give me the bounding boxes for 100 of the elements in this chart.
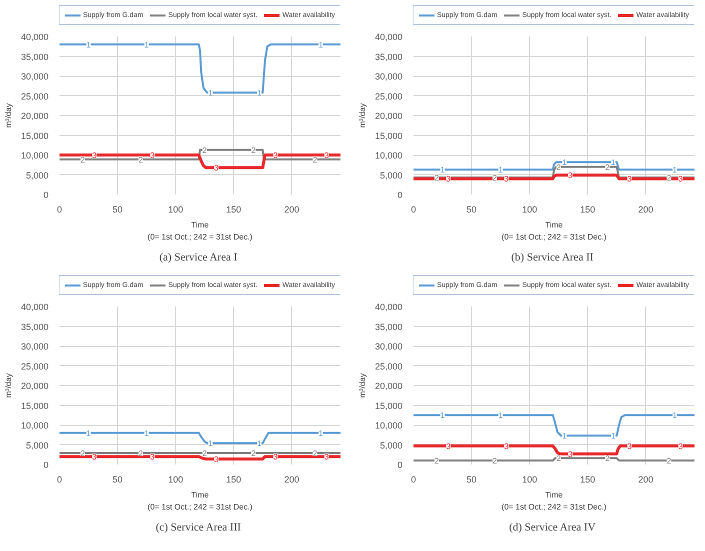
annotation: 2 (138, 155, 144, 164)
y-tick-label: 15,000 (20, 130, 49, 141)
annotation: 3 (446, 442, 452, 451)
y-tick-label: 25,000 (20, 91, 49, 102)
annotation: 1 (498, 166, 504, 175)
x-tick-label: 0 (410, 204, 416, 214)
y-tick-label: 20,000 (20, 381, 49, 391)
y-tick-label: 0 (397, 190, 403, 200)
y-axis-title: m³/day (4, 373, 13, 398)
annotation: 2 (556, 162, 562, 172)
x-tick-label: 100 (168, 204, 184, 214)
y-tick-label: 30,000 (20, 342, 49, 352)
annotation: 2 (605, 162, 610, 172)
annotation: 1 (256, 88, 262, 98)
x-tick-label: 50 (466, 474, 477, 484)
y-tick-label: 15,000 (374, 400, 403, 411)
annotation: 3 (92, 452, 98, 462)
x-axis-title: Time (191, 490, 210, 500)
annotation: 1 (208, 88, 214, 98)
annotation: 3 (627, 174, 632, 184)
annotation: 2 (666, 456, 672, 466)
x-tick-label: 50 (112, 204, 123, 214)
y-tick-label: 25,000 (374, 91, 403, 102)
x-tick-label: 200 (638, 204, 654, 214)
text: (0= 1st Oct.; 242 = 31st Dec.) (502, 232, 607, 242)
y-tick-label: 5,000 (380, 170, 403, 180)
text: (b) Service Area II (511, 252, 594, 264)
text: (c) Service Area III (156, 522, 242, 534)
annotation: 2 (312, 449, 318, 458)
annotation: 2 (202, 449, 208, 458)
annotation: 2 (80, 449, 86, 458)
annotation: 2 (556, 454, 562, 464)
annotation: 2 (202, 146, 208, 155)
y-tick-label: 40,000 (20, 32, 49, 42)
annotation: 3 (446, 174, 452, 184)
y-tick-label: 20,000 (20, 111, 49, 121)
annotation: 3 (273, 151, 278, 160)
annotation: 1 (208, 439, 214, 448)
y-tick-label: 0 (43, 190, 49, 200)
y-tick-label: 0 (43, 460, 49, 470)
x-axis-title: Time (545, 220, 564, 230)
x-tick-label: 0 (56, 474, 62, 484)
x-tick-label: 200 (284, 474, 300, 484)
y-tick-label: 35,000 (374, 322, 403, 332)
text: (0= 1st Oct.; 242 = 31st Dec.) (148, 502, 253, 512)
x-tick-label: 200 (284, 204, 300, 214)
y-tick-label: 25,000 (20, 361, 49, 372)
annotation: 3 (678, 442, 684, 451)
y-tick-label: 5,000 (26, 440, 49, 450)
annotation: 1 (440, 411, 446, 420)
x-tick-label: 50 (466, 204, 477, 214)
x-tick-label: 100 (522, 204, 538, 214)
y-tick-label: 35,000 (20, 322, 49, 332)
y-tick-label: 10,000 (20, 150, 49, 160)
annotation: 2 (251, 146, 256, 155)
annotation: 3 (678, 174, 684, 184)
annotation: 2 (492, 174, 498, 183)
annotation: 3 (504, 174, 510, 184)
annotation: 3 (504, 442, 510, 451)
x-axis-title: Time (191, 220, 210, 230)
x-tick-label: 150 (580, 474, 596, 484)
annotation: 3 (214, 454, 220, 464)
annotation: 1 (318, 40, 324, 50)
y-tick-label: 10,000 (20, 420, 49, 430)
y-tick-label: 40,000 (374, 32, 403, 42)
y-tick-label: 35,000 (374, 52, 403, 62)
annotation: 3 (324, 452, 330, 462)
annotation: 1 (256, 439, 262, 448)
annotation: 1 (672, 411, 678, 420)
y-tick-label: 5,000 (380, 440, 403, 450)
annotation: 2 (492, 456, 498, 466)
annotation: 3 (150, 151, 156, 160)
annotation: 2 (138, 449, 144, 458)
text: (a) Service Area I (159, 252, 238, 264)
x-tick-label: 0 (410, 474, 416, 484)
y-tick-label: 30,000 (374, 72, 403, 82)
y-tick-label: 25,000 (374, 361, 403, 372)
y-tick-label: 15,000 (20, 400, 49, 411)
annotation: 2 (666, 174, 672, 183)
annotation: 3 (324, 151, 330, 160)
annotation: 1 (144, 428, 150, 438)
y-axis-title: m³/day (358, 373, 367, 398)
x-tick-label: 150 (226, 474, 242, 484)
y-axis-title: m³/day (4, 103, 13, 128)
text: (0= 1st Oct.; 242 = 31st Dec.) (502, 502, 607, 512)
y-tick-label: 40,000 (374, 302, 403, 312)
y-tick-label: 15,000 (374, 130, 403, 141)
x-axis-title: Time (545, 490, 564, 500)
annotation: 1 (610, 158, 616, 168)
annotation: 3 (273, 452, 278, 462)
y-tick-label: 0 (397, 460, 403, 470)
y-tick-label: 5,000 (26, 170, 49, 180)
x-tick-label: 150 (580, 204, 596, 214)
annotation: 2 (251, 449, 256, 458)
annotation: 3 (568, 450, 574, 459)
annotation: 3 (150, 452, 156, 462)
annotation: 2 (312, 155, 318, 164)
annotation: 1 (562, 158, 568, 168)
y-tick-label: 20,000 (374, 381, 403, 391)
annotation: 1 (610, 432, 616, 441)
